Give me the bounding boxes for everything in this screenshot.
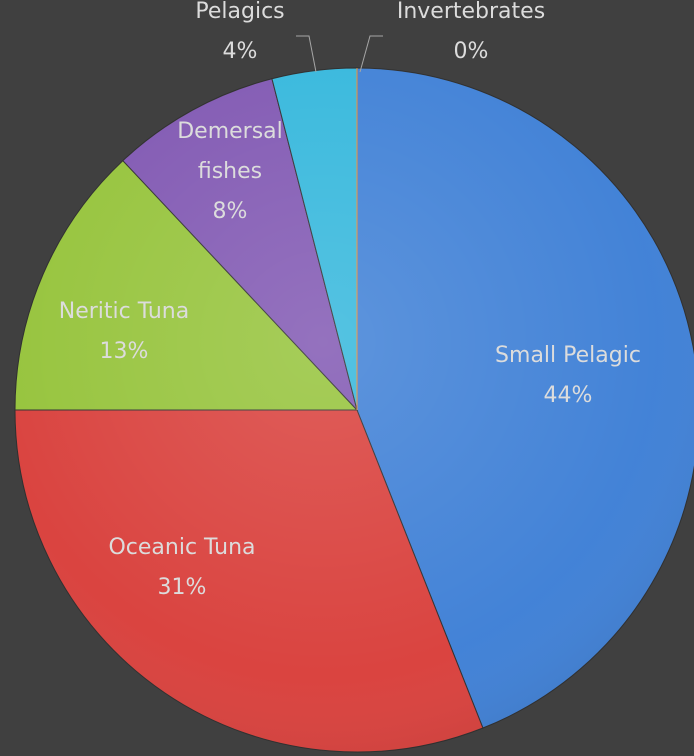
leader-line-pelagics — [296, 35, 317, 73]
slice-percent: 13% — [100, 339, 149, 364]
slice-name: Small Pelagic — [495, 343, 641, 368]
leader-line-invertebrates — [359, 35, 383, 73]
slice-label-demersal-fishes: Demersal fishes 8% — [177, 119, 283, 224]
slice-name: Invertebrates — [397, 0, 545, 24]
slice-label-neritic-tuna: Neritic Tuna 13% — [59, 299, 189, 364]
slice-name: Oceanic Tuna — [108, 535, 255, 560]
slice-label-small-pelagic: Small Pelagic 44% — [495, 343, 641, 408]
slice-percent: 44% — [544, 383, 593, 408]
slice-name: Neritic Tuna — [59, 299, 189, 324]
slice-label-invertebrates: Invertebrates 0% — [397, 0, 545, 64]
slice-label-oceanic-tuna: Oceanic Tuna 31% — [108, 535, 255, 600]
slice-percent: 4% — [223, 39, 258, 64]
slice-percent: 0% — [454, 39, 489, 64]
slice-name: fishes — [198, 159, 262, 184]
slice-name: Pelagics — [195, 0, 284, 24]
slice-name: Demersal — [177, 119, 283, 144]
slice-percent: 8% — [213, 199, 248, 224]
slice-percent: 31% — [158, 575, 207, 600]
slice-label-pelagics: Pelagics 4% — [195, 0, 284, 64]
